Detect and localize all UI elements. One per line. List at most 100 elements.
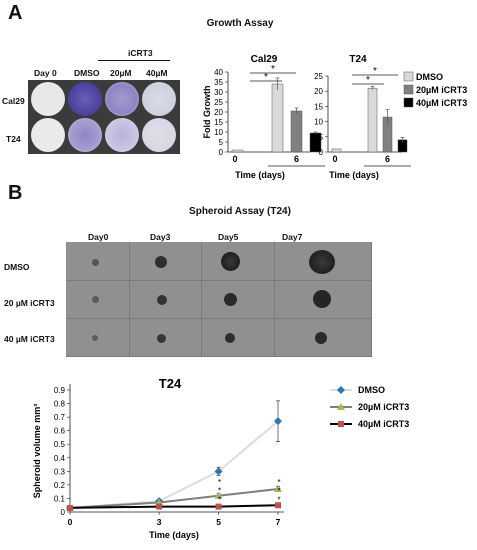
row-label-cal29: Cal29 — [2, 96, 25, 106]
legend-label: 40µM iCRT3 — [358, 419, 409, 429]
legend-marker — [337, 403, 345, 410]
spheroid-tile — [275, 319, 372, 357]
well-t24-40um — [142, 118, 176, 152]
spheroid-tile — [202, 242, 275, 281]
spheroid-tile — [275, 242, 372, 281]
x-tick-label: 0 — [332, 154, 337, 164]
y-tick-label: 0.5 — [54, 440, 66, 449]
legend-marker — [338, 421, 344, 427]
legend-label: DMSO — [416, 72, 443, 82]
y-tick-label: 0.9 — [54, 386, 66, 395]
series-line — [69, 504, 279, 509]
x-axis-label: Time (days) — [149, 530, 199, 540]
data-point — [215, 503, 222, 510]
x-tick-label: 7 — [276, 517, 281, 527]
y-axis-label: Spheroid volume mm³ — [32, 404, 42, 499]
significance-star: * — [373, 66, 377, 77]
panel-a-title: Growth Assay — [206, 18, 274, 29]
data-point — [214, 467, 223, 476]
bar-chart-t24: T24 0 5 10 15 20 25 0 6 Time (days) ** — [314, 54, 411, 180]
y-tick-label: 0.3 — [54, 467, 66, 476]
data-point — [156, 503, 163, 510]
plate-background — [28, 80, 180, 154]
y-tick-label: 0.1 — [54, 494, 66, 503]
well-cal29-20um — [105, 82, 139, 116]
bar — [367, 87, 378, 153]
x-tick-label: 0 — [232, 154, 237, 164]
significance-star: * — [218, 496, 221, 505]
y-tick-label: 25 — [214, 98, 223, 107]
well-cal29-day0 — [31, 82, 65, 116]
bar-chart-legend: DMSO 20µM iCRT3 40µM iCRT3 — [403, 71, 467, 108]
y-tick-label: 0.2 — [54, 481, 66, 490]
legend-label: 40µM iCRT3 — [416, 98, 467, 108]
spheroid-col-day3: Day3 — [150, 232, 171, 242]
legend-swatch — [403, 84, 414, 95]
significance-star: * — [218, 478, 221, 487]
series-line — [69, 420, 279, 509]
data-point — [275, 502, 281, 509]
x-tick-label: 6 — [385, 154, 390, 164]
y-tick-label: 25 — [314, 72, 323, 81]
x-tick-label: 0 — [68, 517, 73, 527]
y-tick-label: 5 — [219, 138, 224, 147]
y-tick-label: 15 — [214, 118, 223, 127]
y-tick-label: 0.7 — [54, 413, 66, 422]
y-tick-label: 5 — [319, 133, 324, 142]
panel-b-title: Spheroid Assay (T24) — [189, 206, 291, 217]
treatment-bracket — [98, 60, 170, 61]
data-point — [274, 484, 282, 492]
legend-marker — [337, 386, 345, 394]
data-point — [214, 491, 223, 499]
legend-swatch — [403, 71, 414, 82]
col-label-40um: 40µM — [146, 68, 168, 78]
spheroid-row-dmso: DMSO — [4, 262, 30, 272]
significance-star: * — [277, 478, 280, 487]
well-cal29-40um — [142, 82, 176, 116]
spheroid-tile — [130, 242, 202, 281]
well-t24-20um — [105, 118, 139, 152]
data-point — [274, 417, 282, 426]
x-axis-label: Time (days) — [235, 170, 285, 180]
well-t24-day0 — [31, 118, 65, 152]
bar — [231, 149, 244, 153]
y-tick-label: 10 — [314, 118, 323, 127]
significance-star: * — [218, 487, 221, 496]
y-tick-label: 0.6 — [54, 427, 66, 436]
legend-swatch — [403, 97, 414, 108]
spheroid-col-day7: Day7 — [282, 232, 303, 242]
significance-star: * — [277, 487, 280, 496]
spheroid-tile — [130, 281, 202, 319]
bar — [271, 83, 284, 153]
y-tick-label: 35 — [214, 78, 223, 87]
row-label-t24: T24 — [6, 134, 21, 144]
spheroid-tile — [130, 319, 202, 357]
significance-star: * — [271, 64, 275, 75]
x-tick-label: 5 — [216, 517, 221, 527]
bar — [331, 148, 342, 153]
data-point — [67, 504, 73, 511]
significance-star: * — [264, 72, 268, 83]
spheroid-col-day5: Day5 — [218, 232, 239, 242]
spheroid-col-day0: Day0 — [88, 232, 109, 242]
well-t24-dmso — [68, 118, 102, 152]
x-tick-label: 6 — [294, 154, 299, 164]
col-label-day0: Day 0 — [34, 68, 57, 78]
y-tick-label: 10 — [214, 128, 223, 137]
legend-label: DMSO — [358, 385, 385, 395]
y-tick-label: 15 — [314, 102, 323, 111]
y-tick-label: 0.4 — [54, 454, 66, 463]
well-cal29-dmso — [68, 82, 102, 116]
bar-chart-title: Cal29 — [251, 54, 278, 65]
col-label-20um: 20µM — [110, 68, 132, 78]
line-chart-title: T24 — [159, 376, 182, 391]
x-tick-label: 3 — [157, 517, 162, 527]
spheroid-tile — [66, 281, 130, 319]
panel-b-letter: B — [8, 182, 23, 204]
x-axis-label: Time (days) — [329, 170, 379, 180]
series-line — [69, 487, 279, 509]
y-tick-label: 0 — [319, 148, 324, 157]
bar — [290, 110, 303, 153]
y-tick-label: 30 — [214, 88, 223, 97]
